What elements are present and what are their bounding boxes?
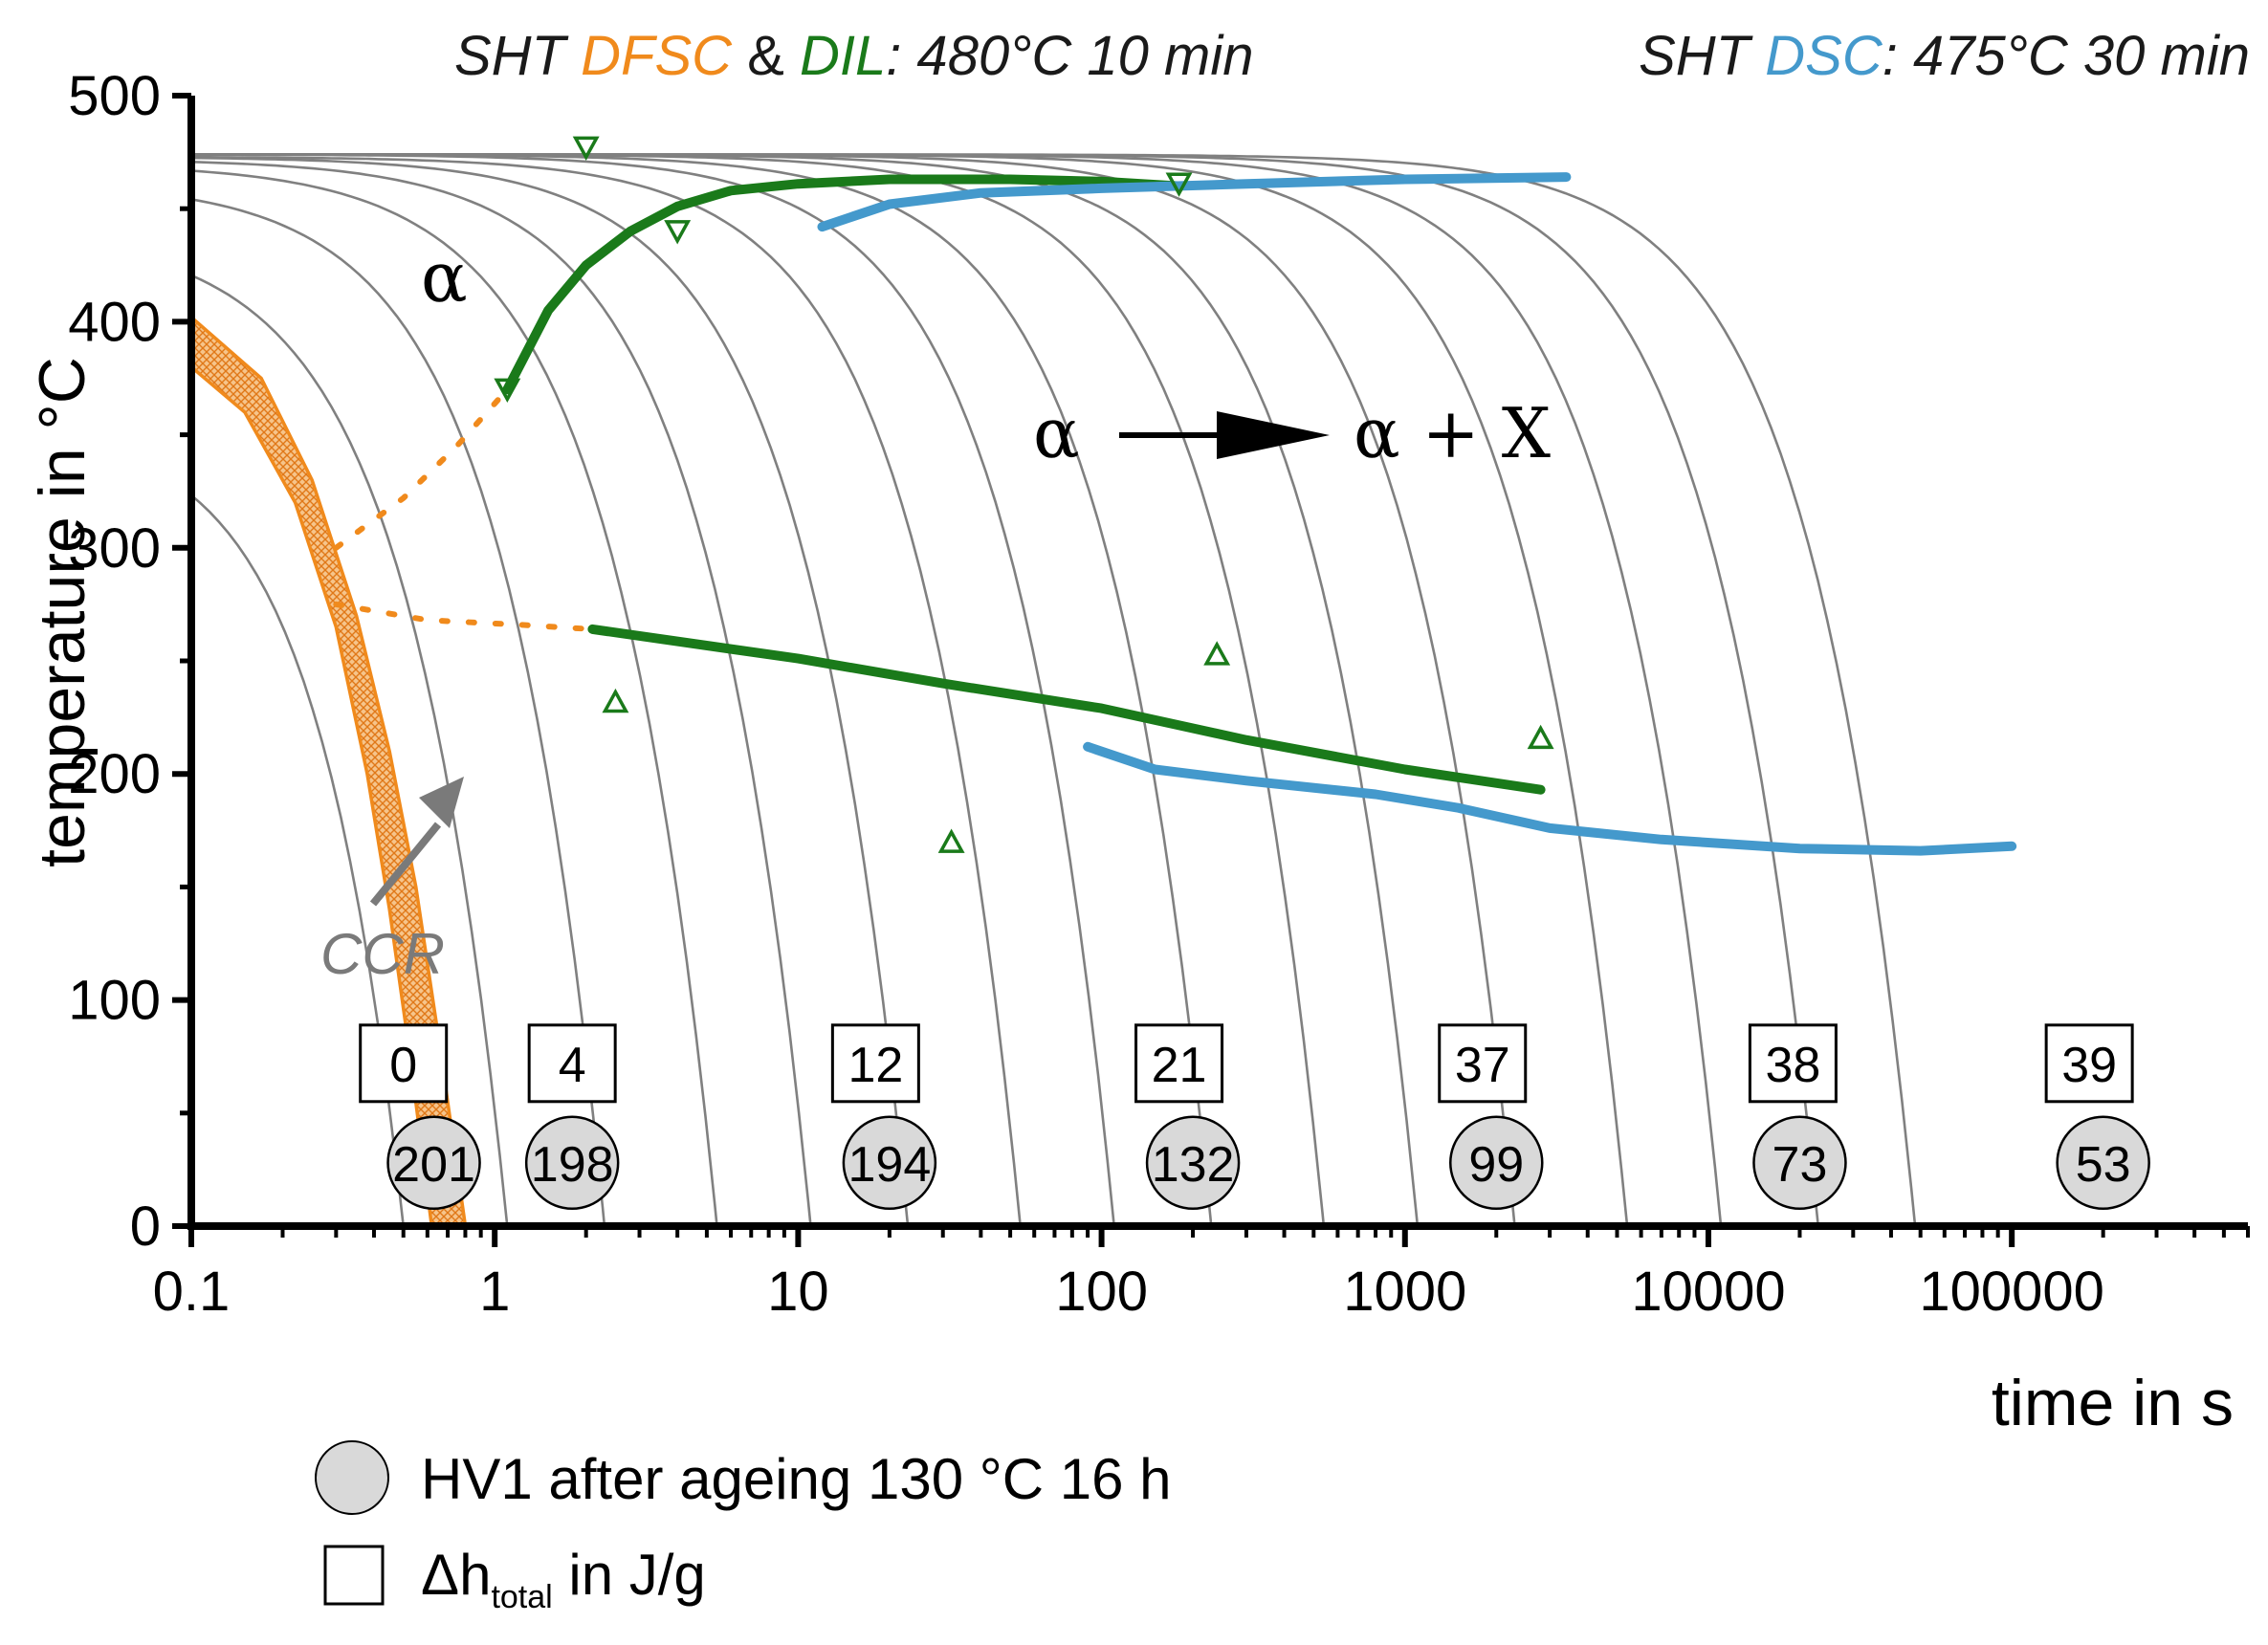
- legend-hardness-text: HV1 after ageing 130 °C 16 h: [421, 1447, 1172, 1511]
- y-tick-label-400: 400: [68, 291, 161, 353]
- hardness-value-194: 194: [848, 1137, 931, 1193]
- legend-enthalpy-symbol: [323, 1545, 385, 1606]
- marker-up-3: [1203, 641, 1231, 666]
- hardness-circle-53: [2056, 1115, 2150, 1211]
- legend: HV1 after ageing 130 °C 16 h Δhtotal in …: [315, 1440, 1172, 1615]
- enthalpy-box-0: [359, 1023, 449, 1104]
- title-dsc: DSC: [1765, 25, 1883, 87]
- hardness-circle-194: [842, 1115, 937, 1211]
- hardness-value-99: 99: [1468, 1137, 1524, 1193]
- enthalpy-value-12: 12: [848, 1038, 903, 1093]
- marker-up-4: [1527, 724, 1554, 750]
- reaction-arrow: [1119, 411, 1330, 459]
- y-tick-label-0: 0: [130, 1195, 161, 1258]
- y-tick-label-100: 100: [68, 970, 161, 1032]
- cooling-curve-7: [191, 156, 1022, 1227]
- hardness-circle-198: [524, 1115, 620, 1211]
- enthalpy-box-38: [1748, 1023, 1838, 1104]
- enthalpy-box-39: [2044, 1023, 2134, 1104]
- enthalpy-value-21: 21: [1152, 1038, 1207, 1093]
- title-dil: DIL: [800, 25, 886, 87]
- hardness-value-198: 198: [531, 1137, 614, 1193]
- y-axis-title: temperature in °C: [26, 357, 99, 867]
- series-line-1: [502, 174, 1184, 395]
- marker-up-2: [937, 828, 965, 853]
- x-tick-label-10000: 10000: [1631, 1261, 1785, 1323]
- reaction-alpha-plus-x: α + X: [1354, 393, 1551, 473]
- series-line-3: [817, 172, 1572, 232]
- series-line-4: [1083, 741, 2017, 856]
- y-tick-label-200: 200: [68, 743, 161, 805]
- marker-up-1: [602, 688, 629, 713]
- hardness-value-132: 132: [1152, 1137, 1235, 1193]
- cooling-curve-1: [190, 494, 405, 1227]
- marker-down-4: [1165, 172, 1193, 197]
- enthalpy-value-38: 38: [1765, 1038, 1820, 1093]
- axes-group: 0 100 200 300 400 500 0.1 1 10 100 1000 10000 100000: [68, 65, 2250, 1323]
- legend-hardness-symbol: [315, 1440, 389, 1515]
- y-tick-label-300: 300: [68, 517, 161, 580]
- markers-group: [494, 136, 1554, 853]
- x-tick-label-1: 1: [479, 1261, 510, 1323]
- series-group: [333, 172, 2017, 856]
- legend-enthalpy-text: Δhtotal in J/g: [421, 1543, 706, 1615]
- x-tick-label-1000: 1000: [1343, 1261, 1466, 1323]
- cooling-curve-6: [190, 156, 910, 1227]
- enthalpy-value-0: 0: [389, 1038, 417, 1093]
- enthalpy-value-39: 39: [2061, 1038, 2117, 1093]
- cooling-curve-2: [190, 274, 509, 1227]
- cooling-curve-9: [191, 153, 1213, 1227]
- marker-down-3: [664, 220, 692, 245]
- cooling-curve-5: [190, 161, 812, 1227]
- x-tick-label-10: 10: [767, 1261, 829, 1323]
- series-line-2: [587, 624, 1546, 795]
- dfsc-dotted-line-2: [333, 601, 596, 632]
- enthalpy-box-4: [527, 1023, 617, 1104]
- hardness-value-73: 73: [1773, 1137, 1828, 1193]
- title-dfsc: DFSC: [581, 25, 733, 87]
- hardness-value-53: 53: [2076, 1137, 2131, 1193]
- cooling-curve-16: [191, 153, 1917, 1227]
- title-left: SHT DFSC & DIL: 480°C 10 min: [454, 25, 1253, 87]
- ccr-arrow: [369, 777, 464, 907]
- enthalpy-box-12: [830, 1023, 920, 1104]
- y-tick-label-500: 500: [68, 65, 161, 127]
- hardness-circle-132: [1145, 1115, 1241, 1211]
- title-right: SHT DSC: 475°C 30 min: [1639, 25, 2250, 87]
- enthalpy-value-4: 4: [559, 1038, 586, 1093]
- enthalpy-box-21: [1134, 1023, 1224, 1104]
- hardness-circle-99: [1449, 1115, 1544, 1211]
- enthalpy-value-37: 37: [1455, 1038, 1510, 1093]
- hardness-circle-73: [1752, 1115, 1847, 1211]
- ccr-label: CCR: [320, 922, 445, 986]
- cooling-curves: [190, 153, 1917, 1227]
- enthalpy-box-37: [1438, 1023, 1528, 1104]
- cooling-curve-4: [190, 169, 718, 1227]
- marker-down-2: [572, 136, 600, 162]
- marker-down-1: [494, 378, 521, 403]
- data-labels-group: 0 4 12 21 37 38 39 201 198 194 132 99 73 53: [359, 1023, 2150, 1211]
- alpha-label: α: [421, 237, 468, 318]
- hardness-circle-201: [386, 1115, 481, 1211]
- x-tick-label-0.1: 0.1: [153, 1261, 231, 1323]
- hardness-value-201: 201: [392, 1137, 475, 1193]
- reaction-alpha: α: [1033, 393, 1080, 473]
- cooling-curve-3: [190, 198, 606, 1227]
- x-tick-label-100: 100: [1055, 1261, 1148, 1323]
- x-tick-label-100000: 100000: [1919, 1261, 2104, 1323]
- x-axis-title: time in s: [1992, 1367, 2234, 1439]
